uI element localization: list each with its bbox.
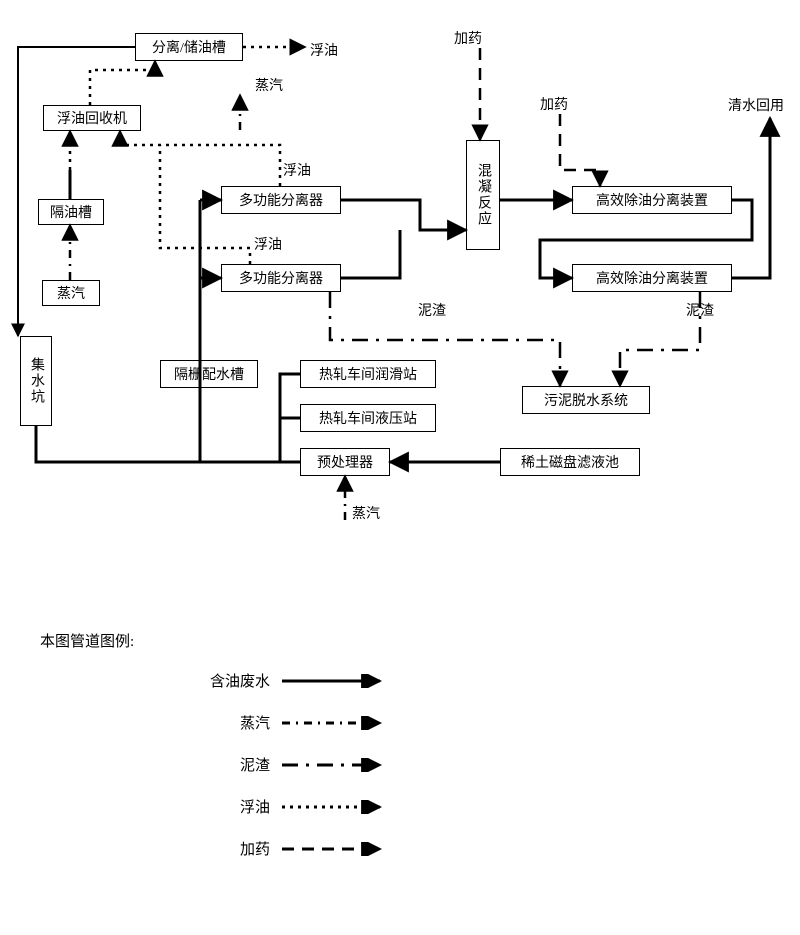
node-rare-earth-filter: 稀土磁盘滤液池 [500,448,640,476]
label-float-oil-mid1: 浮油 [283,160,311,180]
node-separation-tank: 分离/储油槽 [135,33,243,61]
legend-label-sludge: 泥渣 [190,754,270,775]
node-sludge-system: 污泥脱水系统 [522,386,650,414]
label-steam-top: 蒸汽 [255,75,283,95]
label-float-oil-mid2: 浮油 [254,234,282,254]
node-oil-removal-1: 高效除油分离装置 [572,186,732,214]
node-lube-station: 热轧车间润滑站 [300,360,436,388]
legend-row-floatoil: 浮油 [190,796,390,817]
node-separator-2: 多功能分离器 [221,264,341,292]
node-oil-trap: 隔油槽 [38,199,104,225]
edges-overlay [0,0,800,935]
node-grid-distribution: 隔栅配水槽 [160,360,258,388]
node-steam-box: 蒸汽 [42,280,100,306]
node-sump: 集水坑 [20,336,52,426]
label-float-oil-top: 浮油 [310,40,338,60]
legend-row-solid: 含油废水 [190,670,390,691]
node-hydraulic-station: 热轧车间液压站 [300,404,436,432]
label-sludge-1: 泥渣 [418,300,446,320]
node-coagulation: 混凝反应 [466,140,500,250]
legend-label-floatoil: 浮油 [190,796,270,817]
legend-row-sludge: 泥渣 [190,754,390,775]
label-clean-reuse: 清水回用 [728,95,784,115]
legend-row-steam: 蒸汽 [190,712,390,733]
legend-title: 本图管道图例: [40,630,134,651]
label-sludge-2: 泥渣 [686,300,714,320]
legend-label-solid: 含油废水 [190,670,270,691]
legend-row-addchem: 加药 [190,838,390,859]
node-oil-removal-2: 高效除油分离装置 [572,264,732,292]
legend-label-addchem: 加药 [190,838,270,859]
label-addchem-right: 加药 [540,94,568,114]
node-pretreatment: 预处理器 [300,448,390,476]
legend-label-steam: 蒸汽 [190,712,270,733]
label-addchem-top: 加药 [454,28,482,48]
node-oil-recovery: 浮油回收机 [43,105,141,131]
label-steam-bottom: 蒸汽 [352,503,380,523]
node-separator-1: 多功能分离器 [221,186,341,214]
